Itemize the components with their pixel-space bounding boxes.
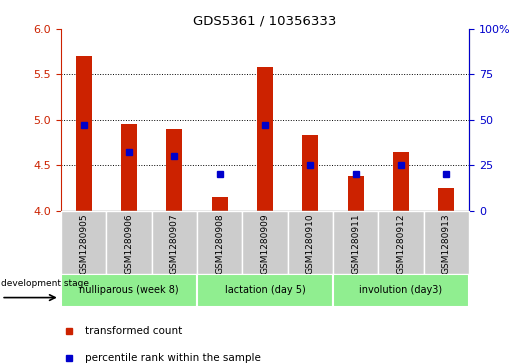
Text: GSM1280907: GSM1280907 — [170, 214, 179, 274]
Bar — [438, 188, 454, 211]
Text: GSM1280909: GSM1280909 — [261, 214, 269, 274]
Text: nulliparous (week 8): nulliparous (week 8) — [79, 285, 179, 295]
Bar — [333, 274, 469, 307]
Bar — [288, 211, 333, 274]
Bar — [61, 211, 107, 274]
Bar — [107, 211, 152, 274]
Text: percentile rank within the sample: percentile rank within the sample — [85, 352, 261, 363]
Bar — [166, 129, 182, 211]
Text: development stage: development stage — [1, 279, 89, 288]
Title: GDS5361 / 10356333: GDS5361 / 10356333 — [193, 15, 337, 28]
Bar — [61, 274, 197, 307]
Text: GSM1280912: GSM1280912 — [396, 214, 405, 274]
Text: involution (day3): involution (day3) — [359, 285, 443, 295]
Text: GSM1280911: GSM1280911 — [351, 214, 360, 274]
Bar — [197, 274, 333, 307]
Bar — [333, 211, 378, 274]
Text: lactation (day 5): lactation (day 5) — [225, 285, 305, 295]
Text: GSM1280906: GSM1280906 — [125, 214, 134, 274]
Bar — [242, 211, 288, 274]
Bar — [257, 67, 273, 211]
Text: GSM1280908: GSM1280908 — [215, 214, 224, 274]
Bar — [121, 124, 137, 211]
Text: GSM1280905: GSM1280905 — [79, 214, 88, 274]
Text: transformed count: transformed count — [85, 326, 183, 337]
Bar — [393, 151, 409, 211]
Bar — [423, 211, 469, 274]
Bar — [211, 197, 227, 211]
Bar — [303, 135, 319, 211]
Bar — [378, 211, 423, 274]
Bar — [348, 176, 364, 211]
Text: GSM1280910: GSM1280910 — [306, 214, 315, 274]
Bar — [152, 211, 197, 274]
Text: GSM1280913: GSM1280913 — [442, 214, 451, 274]
Bar — [197, 211, 242, 274]
Bar — [76, 56, 92, 211]
